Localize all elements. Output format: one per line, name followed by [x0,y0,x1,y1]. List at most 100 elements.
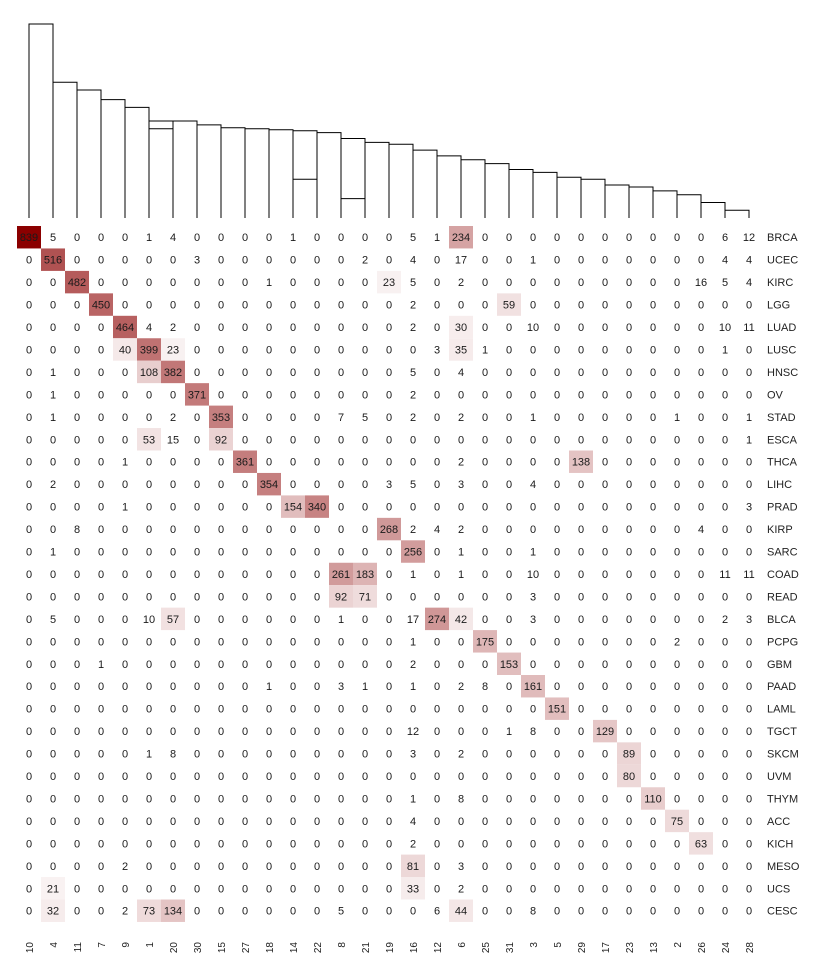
cell-value: 0 [722,816,728,828]
dendrogram-branch [52,81,78,218]
cell-value: 2 [122,861,128,873]
cell-value: 0 [650,816,656,828]
cell-value: 0 [194,838,200,850]
cell-value: 0 [554,906,560,918]
cell-value: 0 [314,434,320,446]
dendrogram-branch [76,89,102,218]
cell-value: 0 [26,412,32,424]
cell-value: 0 [386,547,392,559]
column-label: 12 [433,942,444,954]
cell-value: 4 [746,277,752,289]
cell-value: 16 [695,277,707,289]
cell-value: 0 [530,502,536,514]
column-label: 11 [73,942,84,953]
cell-value: 0 [506,232,512,244]
cell-value: 0 [314,344,320,356]
cell-value: 0 [386,457,392,469]
cell-value: 0 [554,300,560,312]
cell-value: 0 [122,367,128,379]
cell-value: 1 [122,457,128,469]
cell-value: 0 [626,300,632,312]
cell-value: 5 [722,277,728,289]
cell-value: 59 [503,300,515,312]
cell-value: 0 [170,726,176,738]
cell-value: 0 [578,547,584,559]
cell-value: 0 [362,524,368,536]
cell-value: 0 [98,838,104,850]
cell-value: 0 [506,502,512,514]
cell-value: 0 [650,771,656,783]
cell-value: 2 [170,322,176,334]
cell-value: 0 [554,524,560,536]
cell-value: 0 [554,771,560,783]
cell-value: 0 [626,547,632,559]
cell-value: 0 [266,704,272,716]
cell-value: 0 [50,749,56,761]
cell-value: 0 [506,277,512,289]
cell-value: 0 [578,524,584,536]
row-label: OV [767,389,784,401]
cell-value: 1 [746,412,752,424]
cell-value: 0 [218,681,224,693]
cell-value: 0 [746,838,752,850]
cell-value: 0 [362,232,368,244]
cell-value: 0 [170,704,176,716]
cell-value: 0 [674,591,680,603]
cell-value: 0 [626,591,632,603]
cell-value: 0 [506,569,512,581]
cell-value: 0 [602,344,608,356]
column-label: 4 [49,942,60,948]
heatmap-cell [89,293,113,316]
cell-value: 0 [602,659,608,671]
cell-value: 0 [242,816,248,828]
column-label: 20 [169,942,180,954]
cell-value: 0 [554,614,560,626]
cell-value: 8 [170,749,176,761]
row-label: LUAD [767,322,796,334]
heatmap-cell [65,270,89,294]
cell-value: 0 [290,636,296,648]
cell-value: 0 [482,502,488,514]
cell-value: 1 [338,614,344,626]
cell-value: 0 [410,502,416,514]
cell-value: 0 [242,434,248,446]
cell-value: 0 [362,704,368,716]
cell-value: 0 [290,681,296,693]
cell-value: 0 [242,681,248,693]
cell-value: 23 [167,344,179,356]
cell-value: 0 [602,614,608,626]
cell-value: 0 [314,277,320,289]
cell-value: 0 [650,479,656,491]
cell-value: 0 [50,659,56,671]
column-label: 18 [265,942,276,954]
cell-value: 0 [386,816,392,828]
cell-value: 0 [74,906,80,918]
cell-value: 0 [98,749,104,761]
cell-value: 0 [482,322,488,334]
cell-value: 0 [122,300,128,312]
cell-value: 0 [626,681,632,693]
heatmap-cell [617,764,641,788]
heatmap-cell [41,248,65,271]
row-label: KIRC [767,277,793,289]
cell-value: 0 [506,389,512,401]
cell-value: 0 [434,704,440,716]
cell-value: 0 [434,569,440,581]
cell-value: 0 [170,502,176,514]
cell-value: 0 [698,412,704,424]
dendrogram-branch [316,132,342,218]
cell-value: 0 [554,659,560,671]
cell-value: 0 [194,861,200,873]
cell-value: 0 [530,659,536,671]
cell-value: 0 [602,412,608,424]
cell-value: 0 [266,906,272,918]
cell-value: 0 [626,861,632,873]
cell-value: 0 [482,232,488,244]
cell-value: 0 [530,861,536,873]
cell-value: 0 [554,389,560,401]
cell-value: 0 [650,906,656,918]
cell-value: 0 [266,502,272,514]
dendrogram-branch [364,141,390,218]
cell-value: 4 [146,322,152,334]
cell-value: 0 [578,569,584,581]
